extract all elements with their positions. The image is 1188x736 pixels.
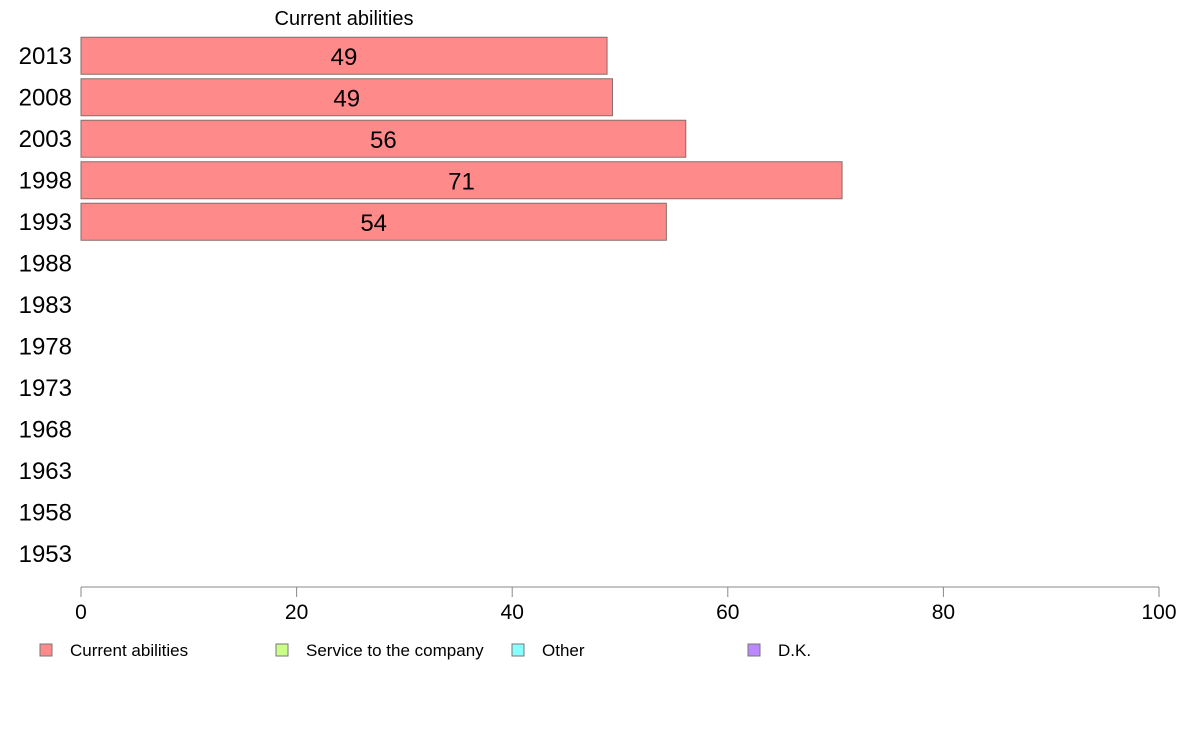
value-label-2003: 56 (370, 127, 397, 154)
year-label-2013: 2013 (19, 43, 72, 70)
legend-label-2: Other (542, 641, 585, 660)
year-label-1988: 1988 (19, 250, 72, 277)
year-label-1973: 1973 (19, 375, 72, 402)
x-tick-label-20: 20 (285, 601, 308, 624)
year-label-1998: 1998 (19, 167, 72, 194)
chart-title: Current abilities (275, 8, 414, 30)
bar-1993 (80, 202, 667, 241)
legend-label-0: Current abilities (70, 641, 188, 660)
legend-swatch-0 (39, 643, 53, 657)
x-tick-label-100: 100 (1141, 601, 1176, 624)
x-tick-label-40: 40 (501, 601, 524, 624)
legend: Current abilities Service to the company O… (39, 641, 811, 660)
x-tick-label-60: 60 (716, 601, 739, 624)
year-label-1963: 1963 (19, 458, 72, 485)
year-labels: 2013 2008 2003 1998 1993 1988 1983 1978 1973 1968… (19, 43, 72, 568)
bars (80, 36, 843, 241)
bar-1998 (80, 161, 843, 200)
bar-2003 (80, 119, 687, 158)
x-tick-label-80: 80 (932, 601, 955, 624)
year-label-1953: 1953 (19, 541, 72, 568)
year-label-2003: 2003 (19, 126, 72, 153)
value-label-1993: 54 (360, 210, 387, 237)
value-label-2008: 49 (333, 85, 360, 112)
bar-2013 (80, 36, 608, 75)
legend-label-3: D.K. (778, 641, 811, 660)
legend-swatch-1 (275, 643, 289, 657)
year-label-1968: 1968 (19, 416, 72, 443)
year-label-2008: 2008 (19, 84, 72, 111)
value-label-2013: 49 (331, 44, 358, 71)
bar-2008 (80, 78, 613, 117)
value-labels: 49 49 56 71 54 (331, 44, 475, 237)
x-axis: 0 20 40 60 80 100 (75, 586, 1177, 624)
value-label-1998: 71 (448, 168, 475, 195)
year-label-1958: 1958 (19, 499, 72, 526)
legend-swatch-3 (747, 643, 761, 657)
legend-label-1: Service to the company (306, 641, 484, 660)
x-tick-label-0: 0 (75, 601, 87, 624)
year-label-1993: 1993 (19, 209, 72, 236)
legend-swatch-2 (511, 643, 525, 657)
year-label-1983: 1983 (19, 292, 72, 319)
year-label-1978: 1978 (19, 333, 72, 360)
